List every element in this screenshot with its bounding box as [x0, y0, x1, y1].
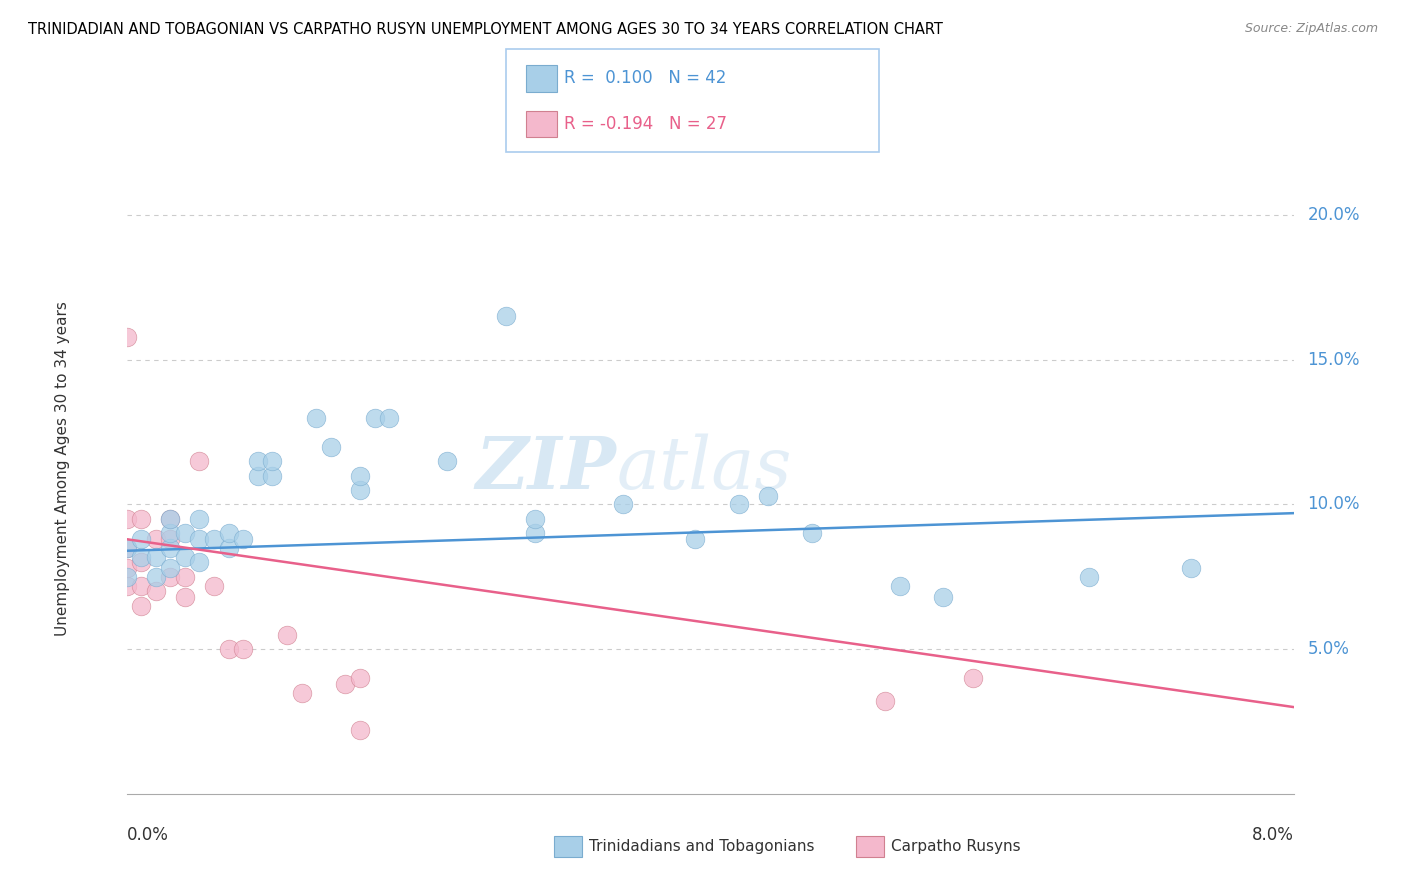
Text: TRINIDADIAN AND TOBAGONIAN VS CARPATHO RUSYN UNEMPLOYMENT AMONG AGES 30 TO 34 YE: TRINIDADIAN AND TOBAGONIAN VS CARPATHO R…	[28, 22, 943, 37]
Point	[1180, 561, 1202, 575]
Text: ZIP: ZIP	[475, 433, 617, 504]
Point	[115, 512, 138, 526]
Point	[436, 454, 458, 468]
Point	[962, 671, 984, 685]
Point	[305, 410, 328, 425]
Text: Unemployment Among Ages 30 to 34 years: Unemployment Among Ages 30 to 34 years	[55, 301, 70, 636]
Point	[174, 526, 197, 541]
Point	[115, 561, 138, 575]
Text: 0.0%: 0.0%	[127, 826, 169, 845]
Point	[129, 532, 152, 546]
Point	[349, 483, 371, 497]
Point	[145, 570, 167, 584]
Text: Trinidadians and Tobagonians: Trinidadians and Tobagonians	[589, 839, 814, 854]
Point	[378, 410, 401, 425]
Point	[115, 541, 138, 555]
Point	[159, 541, 181, 555]
Point	[612, 498, 634, 512]
Point	[159, 512, 181, 526]
Point	[276, 628, 298, 642]
Point	[129, 549, 152, 564]
Point	[495, 310, 517, 324]
Text: R = -0.194   N = 27: R = -0.194 N = 27	[564, 115, 727, 133]
Point	[115, 541, 138, 555]
Point	[685, 532, 707, 546]
Point	[523, 526, 546, 541]
Point	[129, 512, 152, 526]
Point	[129, 578, 152, 592]
Text: 20.0%: 20.0%	[1308, 206, 1360, 224]
Point	[174, 549, 197, 564]
Point	[202, 532, 225, 546]
Point	[129, 555, 152, 569]
Point	[115, 329, 138, 343]
Point	[145, 532, 167, 546]
Point	[218, 526, 240, 541]
Point	[232, 532, 254, 546]
Point	[145, 584, 167, 599]
Point	[159, 512, 181, 526]
Point	[246, 454, 269, 468]
Point	[349, 723, 371, 738]
Point	[801, 526, 824, 541]
Point	[873, 694, 897, 708]
Text: 5.0%: 5.0%	[1308, 640, 1350, 658]
Text: atlas: atlas	[617, 433, 792, 504]
Point	[246, 468, 269, 483]
Point	[159, 561, 181, 575]
Point	[932, 590, 955, 604]
Point	[290, 685, 312, 699]
Point	[174, 570, 197, 584]
Text: 8.0%: 8.0%	[1251, 826, 1294, 845]
Point	[115, 578, 138, 592]
Point	[188, 512, 211, 526]
Point	[262, 468, 284, 483]
Point	[728, 498, 751, 512]
Point	[188, 532, 211, 546]
Point	[319, 440, 342, 454]
Point	[145, 549, 167, 564]
Point	[129, 599, 152, 613]
Point	[889, 578, 911, 592]
Point	[349, 671, 371, 685]
Text: 15.0%: 15.0%	[1308, 351, 1360, 368]
Point	[262, 454, 284, 468]
Point	[1078, 570, 1101, 584]
Point	[174, 590, 197, 604]
Point	[363, 410, 385, 425]
Point	[232, 642, 254, 657]
Point	[202, 578, 225, 592]
Text: 10.0%: 10.0%	[1308, 495, 1360, 514]
Point	[218, 541, 240, 555]
Point	[523, 512, 546, 526]
Text: Source: ZipAtlas.com: Source: ZipAtlas.com	[1244, 22, 1378, 36]
Point	[115, 570, 138, 584]
Point	[756, 489, 779, 503]
Text: Carpatho Rusyns: Carpatho Rusyns	[891, 839, 1021, 854]
Point	[159, 532, 181, 546]
Point	[188, 454, 211, 468]
Point	[218, 642, 240, 657]
Text: R =  0.100   N = 42: R = 0.100 N = 42	[564, 70, 725, 87]
Point	[349, 468, 371, 483]
Point	[159, 526, 181, 541]
Point	[159, 570, 181, 584]
Point	[188, 555, 211, 569]
Point	[335, 677, 357, 691]
